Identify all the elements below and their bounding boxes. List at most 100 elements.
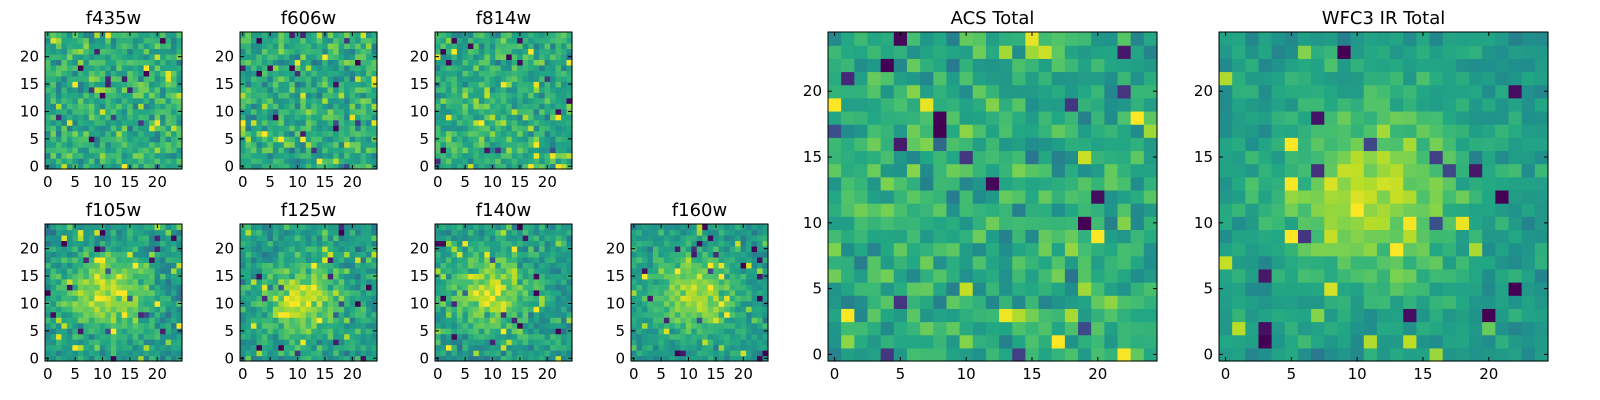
- heatmap-cell: [1143, 216, 1158, 230]
- heatmap-cell: [1078, 163, 1092, 178]
- heatmap-cell: [500, 59, 507, 66]
- heatmap-cell: [1064, 242, 1079, 257]
- heatmap-cell: [327, 295, 334, 302]
- heatmap-cell: [143, 295, 150, 302]
- heatmap-cell: [355, 59, 362, 66]
- heatmap-cell: [959, 176, 974, 191]
- heatmap-cell: [261, 262, 268, 269]
- heatmap-cell: [533, 267, 540, 274]
- heatmap-cell: [149, 42, 156, 50]
- heatmap-cell: [484, 344, 491, 351]
- heatmap-cell: [55, 114, 63, 121]
- heatmap-cell: [143, 234, 150, 242]
- heatmap-cell: [88, 339, 95, 346]
- heatmap-cell: [371, 130, 378, 137]
- heatmap-cell: [473, 256, 480, 263]
- heatmap-cell: [451, 300, 458, 307]
- heatmap-cell: [66, 256, 73, 263]
- heatmap-cell: [66, 97, 73, 104]
- heatmap-cell: [245, 103, 252, 110]
- heatmap-cell: [762, 344, 769, 351]
- heatmap-cell: [171, 311, 178, 318]
- heatmap-cell: [555, 355, 562, 362]
- heatmap-cell: [366, 42, 373, 50]
- heatmap-cell: [517, 97, 524, 104]
- heatmap-cell: [933, 321, 948, 336]
- heatmap-cell: [522, 152, 529, 159]
- heatmap-cell: [696, 229, 703, 236]
- heatmap-cell: [854, 229, 869, 244]
- heatmap-cell: [451, 355, 458, 362]
- heatmap-cell: [110, 234, 117, 242]
- heatmap-cell: [555, 158, 562, 165]
- heatmap-cell: [652, 306, 659, 313]
- heatmap-cell: [55, 240, 63, 247]
- heatmap-cell: [647, 234, 654, 242]
- heatmap-cell: [294, 322, 301, 329]
- heatmap-cell: [528, 256, 535, 263]
- heatmap-cell: [132, 328, 139, 335]
- heatmap-cells: [631, 224, 769, 362]
- heatmap-cell: [171, 42, 178, 50]
- heatmap-cell: [867, 308, 882, 323]
- heatmap-cell: [344, 32, 351, 39]
- heatmap-cell: [999, 268, 1013, 283]
- heatmap-cell: [636, 350, 643, 357]
- heatmap-cell: [261, 256, 268, 263]
- heatmap-cell: [435, 158, 442, 165]
- heatmap-cell: [349, 42, 356, 50]
- heatmap-cell: [366, 333, 373, 340]
- heatmap-cell: [322, 130, 329, 137]
- heatmap-cell: [893, 347, 908, 362]
- heatmap-cell: [165, 339, 172, 346]
- heatmap-cell: [528, 119, 535, 126]
- heatmap-cell: [880, 229, 895, 244]
- heatmap-cell: [344, 125, 351, 132]
- heatmap-cell: [55, 86, 63, 93]
- heatmap-cell: [691, 240, 698, 247]
- heatmap-cell: [176, 141, 183, 148]
- heatmap-cell: [751, 322, 758, 329]
- heatmap-cell: [751, 339, 758, 346]
- heatmap-cell: [305, 59, 312, 66]
- heatmap-cell: [110, 328, 117, 335]
- heatmap-cell: [647, 256, 654, 263]
- heatmap-cell: [674, 251, 681, 258]
- heatmap-cell: [435, 234, 442, 242]
- heatmap-cell: [132, 333, 139, 340]
- heatmap-cell: [762, 289, 769, 296]
- heatmap-cell: [517, 108, 524, 115]
- heatmap-cell: [456, 267, 463, 274]
- heatmap-cell: [154, 339, 161, 346]
- heatmap-cell: [506, 70, 513, 77]
- heatmap-cell: [746, 306, 753, 313]
- heatmap-cell: [707, 284, 714, 291]
- heatmap-cell: [256, 240, 263, 247]
- heatmap-cell: [539, 256, 546, 263]
- heatmap-cell: [272, 234, 279, 242]
- heatmap-cell: [66, 295, 73, 302]
- heatmap-cell: [316, 147, 323, 154]
- heatmap-cell: [333, 311, 340, 318]
- heatmap-cell: [691, 295, 698, 302]
- heatmap-cell: [473, 300, 480, 307]
- heatmap-cell: [631, 350, 638, 357]
- heatmap-cell: [83, 59, 90, 66]
- heatmap-cell: [245, 267, 252, 274]
- heatmap-cell: [473, 53, 480, 60]
- heatmap-cell: [61, 152, 68, 159]
- heatmap-cell: [72, 240, 79, 247]
- heatmap-cell: [506, 300, 513, 307]
- heatmap-cell: [55, 108, 63, 115]
- heatmap-cell: [149, 136, 156, 143]
- heatmap-cell: [305, 262, 312, 269]
- heatmap-cell: [105, 48, 112, 55]
- heatmap-cell: [702, 328, 709, 335]
- heatmap-cell: [256, 97, 263, 104]
- heatmap-cell: [451, 251, 458, 258]
- heatmap-cell: [539, 114, 546, 121]
- heatmap-cell: [305, 48, 312, 55]
- heatmap-cell: [506, 130, 513, 137]
- heatmap-cell: [959, 268, 974, 283]
- heatmap-cell: [489, 147, 496, 154]
